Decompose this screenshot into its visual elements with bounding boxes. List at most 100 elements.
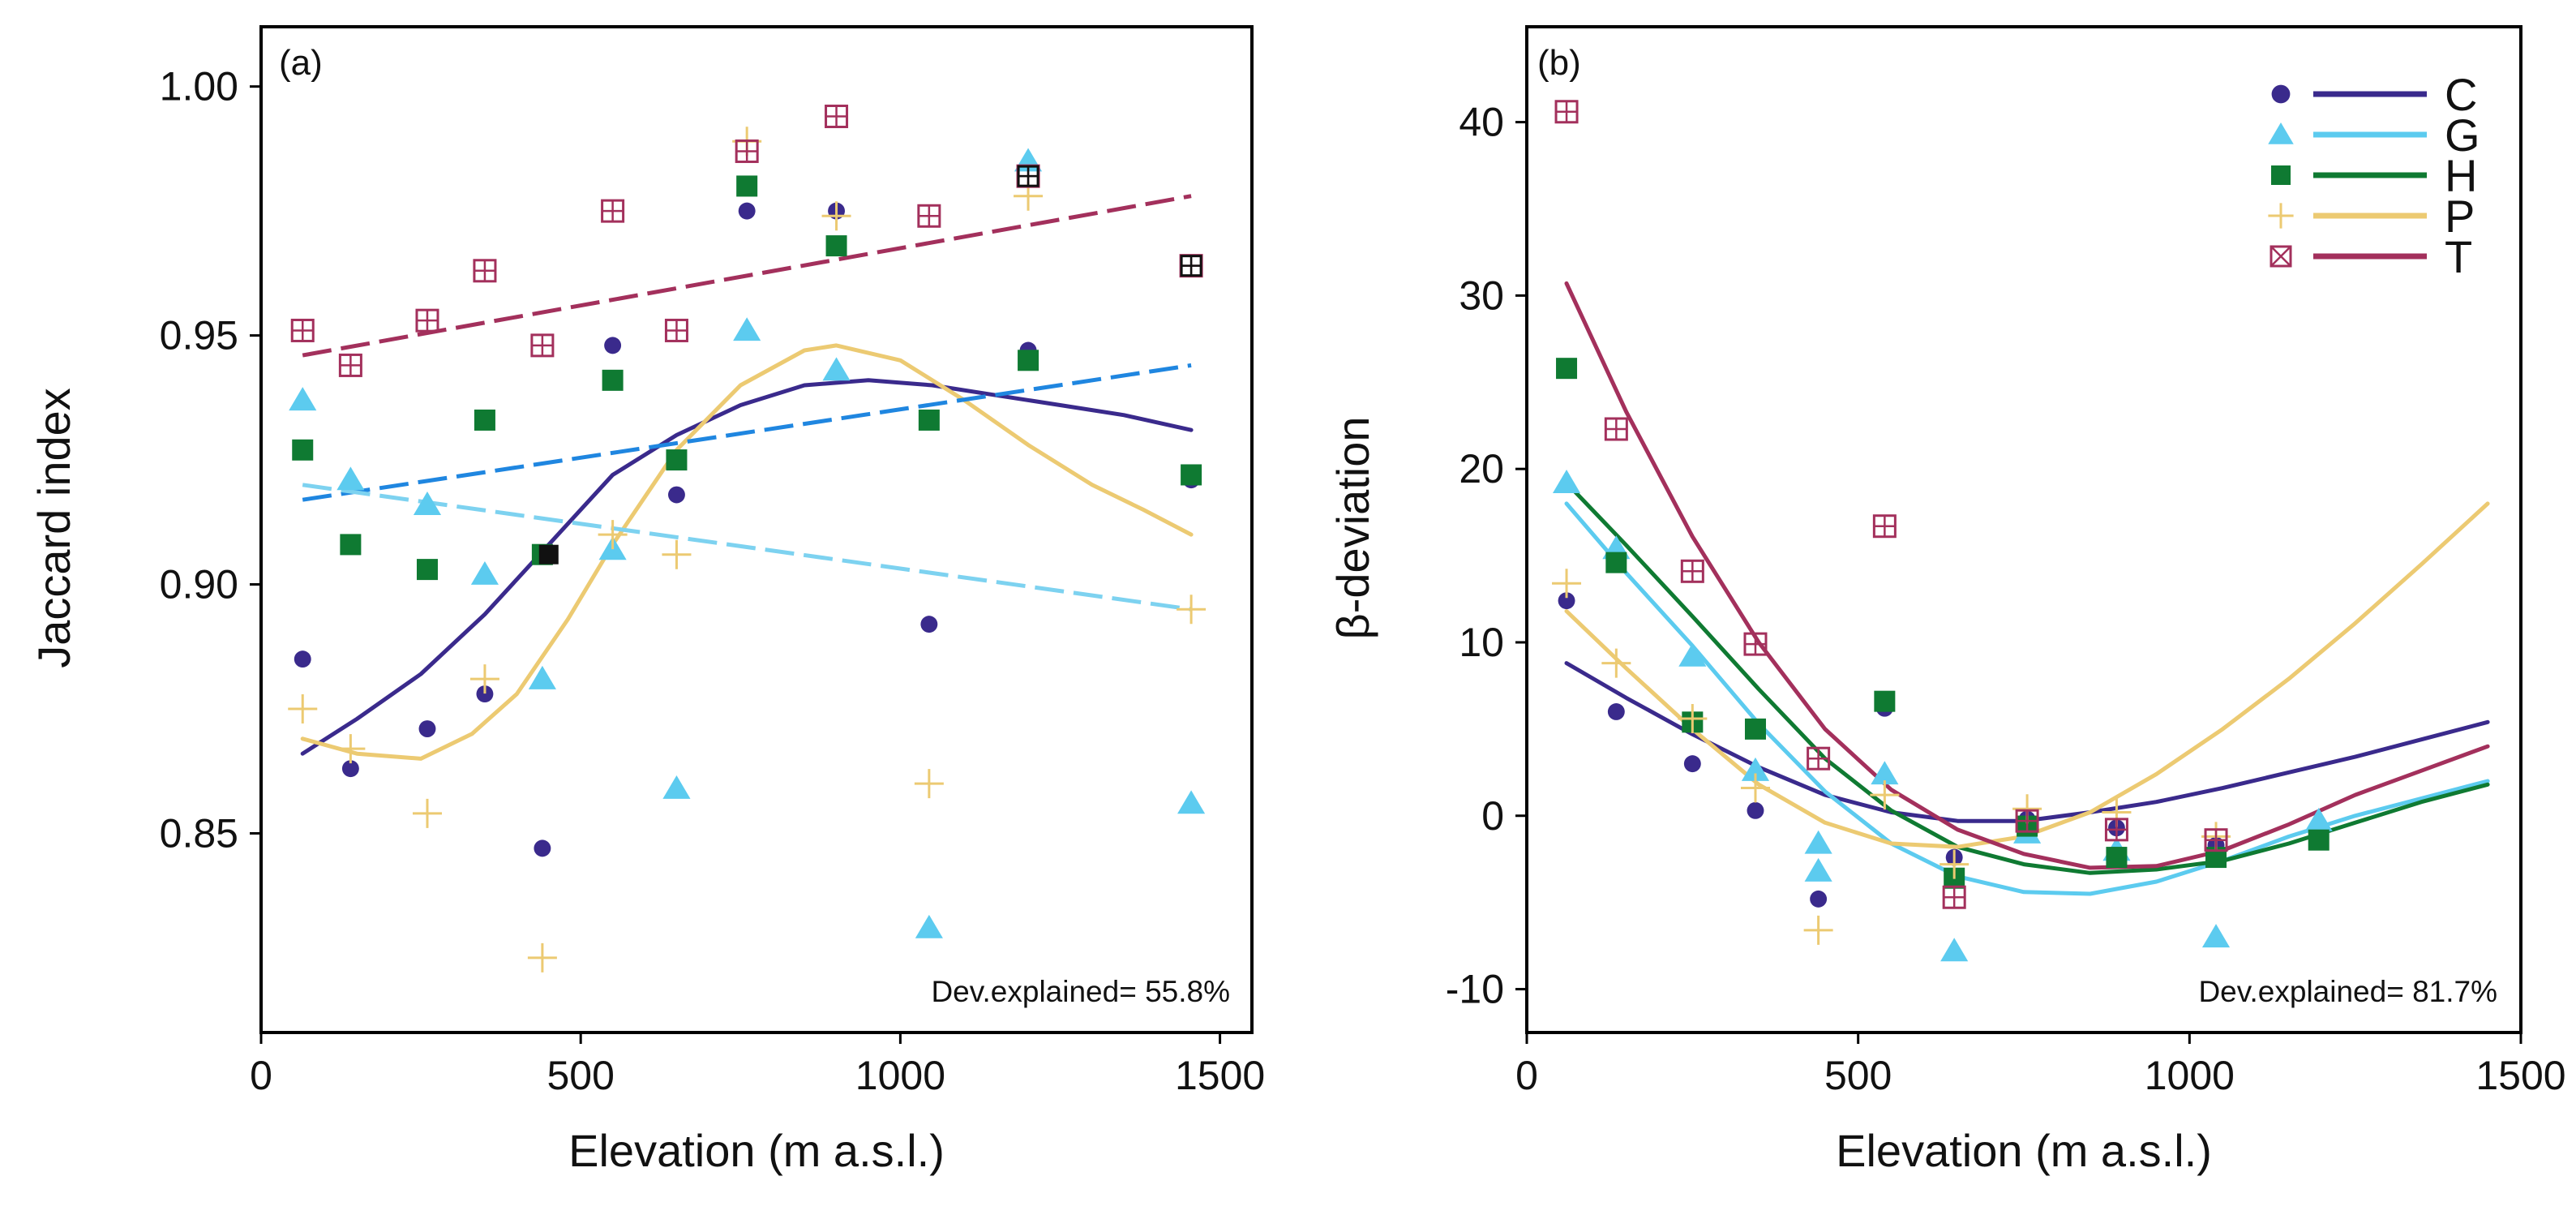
- point-p: [412, 798, 442, 828]
- y-tick-label: 30: [1459, 273, 1504, 318]
- point-c: [604, 337, 622, 354]
- point-t: [1554, 100, 1579, 124]
- fit-line-p-smooth: [300, 343, 1194, 761]
- point-g: [336, 466, 365, 491]
- point-h: [292, 439, 314, 461]
- special-marker: [538, 544, 559, 565]
- point-c: [294, 650, 311, 668]
- point-p: [1177, 595, 1207, 625]
- point-h: [602, 369, 624, 391]
- y-tick-label: 10: [1459, 620, 1504, 665]
- point-t: [530, 333, 555, 358]
- panel-a: (a) Dev.explained= 55.8% Jaccard index E…: [28, 25, 1265, 1176]
- fit-line-t-smooth: [1564, 281, 2490, 870]
- point-t: [917, 204, 941, 228]
- point-h: [1556, 358, 1578, 380]
- point-g: [1741, 757, 1770, 781]
- point-t: [1942, 885, 1966, 909]
- point-g: [1804, 857, 1832, 882]
- point-t: [415, 308, 439, 333]
- point-h: [736, 175, 758, 197]
- point-p: [1678, 704, 1708, 734]
- y-tick-label: 40: [1459, 100, 1504, 145]
- point-g: [289, 387, 317, 411]
- point-c: [1747, 801, 1764, 819]
- x-axis-title-b: Elevation (m a.s.l.): [1836, 1125, 2212, 1176]
- point-c: [1558, 592, 1575, 610]
- point-h: [2106, 847, 2128, 869]
- point-h: [416, 559, 438, 581]
- panel-tag-b: (b): [1537, 43, 1581, 83]
- point-t: [473, 259, 497, 283]
- x-tick-label: 1000: [855, 1053, 945, 1098]
- y-tick-label: -10: [1446, 967, 1504, 1012]
- point-p: [1940, 849, 1970, 879]
- legend-label: G: [2445, 109, 2480, 161]
- point-t: [1872, 514, 1897, 539]
- point-g: [1804, 830, 1832, 854]
- plot-frame-a: [259, 25, 1254, 1034]
- point-h: [918, 409, 940, 431]
- point-g: [470, 560, 499, 585]
- point-t: [290, 318, 315, 342]
- legend-item-p: P: [2268, 191, 2475, 242]
- point-t: [1680, 559, 1704, 583]
- legend-label: H: [2445, 150, 2477, 201]
- point-h: [666, 449, 688, 471]
- special-marker: [1180, 255, 1202, 277]
- y-tick-label: 0: [1481, 793, 1504, 839]
- point-c: [418, 720, 436, 737]
- point-t: [2015, 809, 2039, 833]
- point-p: [527, 942, 557, 972]
- y-tick-label: 20: [1459, 446, 1504, 492]
- legend-marker-g: [2268, 122, 2294, 144]
- point-h: [1874, 690, 1896, 712]
- point-p: [1740, 773, 1770, 803]
- fit-line-t-linear: [302, 194, 1192, 358]
- point-c: [534, 839, 551, 857]
- point-h: [1744, 718, 1766, 740]
- point-g: [2201, 924, 2231, 948]
- point-p: [1552, 569, 1582, 599]
- data-points-b: [1552, 100, 2333, 962]
- point-h: [2308, 829, 2330, 851]
- point-c: [1810, 890, 1828, 908]
- x-tick-label: 500: [546, 1053, 614, 1098]
- x-tick-label: 500: [1824, 1053, 1892, 1098]
- x-tick-label: 1000: [2145, 1053, 2235, 1098]
- point-c: [1683, 755, 1701, 773]
- point-g: [915, 914, 943, 938]
- panel-b: (b) Dev.explained= 81.7% β-deviation Ele…: [1327, 25, 2566, 1176]
- point-p: [1870, 780, 1900, 810]
- point-p: [914, 769, 944, 799]
- x-tick-label: 0: [1515, 1053, 1538, 1098]
- point-g: [2304, 807, 2333, 831]
- fit-line-h-smooth: [1564, 480, 2490, 875]
- point-t: [2204, 828, 2228, 852]
- dev-explained-b: Dev.explained= 81.7%: [2198, 975, 2497, 1008]
- x-tick-label: 0: [250, 1053, 272, 1098]
- point-p: [662, 539, 692, 569]
- point-g: [733, 317, 761, 341]
- legend-marker-c: [2271, 84, 2291, 104]
- plot-frame-b: [1525, 25, 2522, 1034]
- y-tick-label: 0.95: [160, 313, 238, 358]
- fit-line-h-linear: [302, 363, 1192, 502]
- x-tick-label: 1500: [2475, 1053, 2565, 1098]
- point-g: [1940, 938, 1969, 962]
- legend-label: T: [2445, 231, 2472, 282]
- point-p: [469, 664, 499, 694]
- legend-item-h: H: [2271, 150, 2477, 201]
- point-g: [1552, 470, 1581, 493]
- fit-line-c-smooth: [300, 378, 1194, 756]
- point-h: [474, 409, 495, 431]
- point-h: [1018, 350, 1039, 371]
- point-p: [288, 693, 318, 723]
- point-t: [601, 199, 625, 223]
- point-c: [668, 486, 685, 504]
- point-c: [738, 202, 756, 220]
- point-p: [1803, 915, 1833, 945]
